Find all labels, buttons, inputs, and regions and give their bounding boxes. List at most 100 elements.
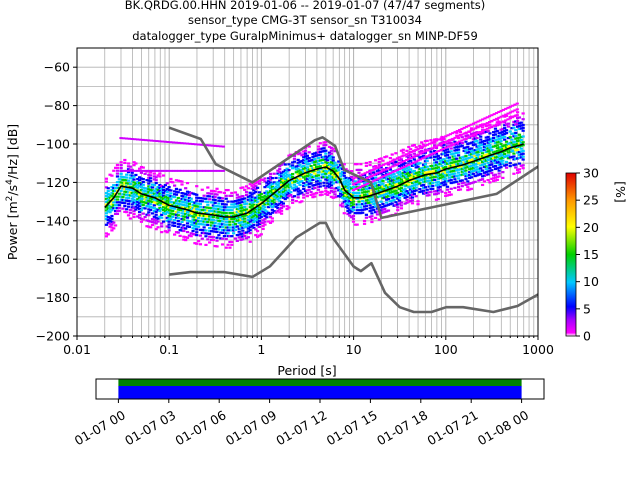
- psd-cell: [418, 176, 422, 179]
- psd-cell: [444, 154, 448, 157]
- psd-cell: [255, 201, 260, 204]
- psd-cell: [126, 199, 131, 203]
- psd-cell: [445, 159, 450, 162]
- psd-cell: [370, 180, 374, 183]
- psd-cell: [479, 147, 483, 150]
- psd-cell: [445, 142, 450, 145]
- psd-cell: [421, 155, 426, 158]
- psd-cell: [329, 155, 333, 158]
- psd-cell: [213, 210, 217, 213]
- psd-cell: [149, 171, 153, 174]
- timeline-tick-label: 01-08 00: [475, 407, 531, 448]
- psd-cell: [436, 154, 440, 157]
- psd-cell: [381, 168, 385, 171]
- psd-cell: [403, 193, 407, 197]
- psd-cell: [455, 143, 459, 146]
- psd-cell: [285, 190, 289, 193]
- psd-cell: [326, 182, 330, 185]
- psd-cell: [126, 162, 131, 165]
- psd-cell: [410, 199, 415, 202]
- psd-cell: [495, 144, 499, 147]
- psd-cell: [405, 190, 409, 193]
- psd-cell: [237, 207, 241, 210]
- psd-cell: [149, 177, 153, 180]
- psd-cell: [473, 134, 477, 137]
- psd-cell: [217, 196, 221, 199]
- psd-cell: [143, 195, 147, 198]
- psd-cell: [110, 191, 114, 195]
- psd-cell: [195, 199, 199, 202]
- psd-cell: [409, 153, 413, 157]
- psd-cell: [385, 192, 389, 196]
- psd-cell: [272, 204, 276, 207]
- psd-cell: [248, 217, 252, 220]
- psd-cell: [232, 229, 236, 232]
- psd-cell: [165, 208, 169, 211]
- psd-cell: [355, 203, 359, 206]
- psd-cell: [495, 147, 499, 150]
- psd-cell: [160, 225, 164, 228]
- psd-cell: [383, 184, 387, 188]
- psd-cell: [416, 171, 420, 174]
- psd-cell: [357, 194, 361, 197]
- psd-cell: [167, 214, 171, 218]
- psd-cell: [272, 181, 276, 184]
- psd-cell: [469, 129, 473, 132]
- psd-cell: [237, 210, 241, 213]
- psd-cell: [296, 181, 300, 185]
- psd-cell: [289, 193, 293, 197]
- psd-cell: [137, 216, 142, 219]
- psd-cell: [171, 201, 175, 204]
- psd-cell: [121, 207, 125, 210]
- psd-cell: [184, 204, 188, 207]
- psd-cell: [362, 173, 367, 176]
- psd-cell: [469, 176, 474, 179]
- psd-cell: [407, 177, 411, 180]
- psd-cell: [185, 213, 190, 216]
- psd-cell: [390, 185, 394, 188]
- psd-cell: [338, 192, 343, 195]
- psd-cell: [169, 206, 173, 209]
- psd-cell: [427, 185, 431, 188]
- psd-cell: [322, 175, 326, 179]
- psd-cell: [185, 222, 190, 225]
- psd-cell: [451, 172, 455, 176]
- psd-cell: [428, 148, 432, 151]
- psd-cell: [254, 213, 258, 217]
- psd-cell: [165, 216, 169, 219]
- psd-cell: [206, 238, 210, 241]
- psd-cell: [228, 214, 232, 218]
- psd-cell: [368, 201, 372, 204]
- psd-cell: [403, 182, 407, 185]
- psd-cell: [357, 209, 361, 212]
- psd-cell: [412, 181, 416, 184]
- psd-cell: [112, 198, 116, 201]
- psd-cell: [508, 147, 512, 150]
- psd-cell: [254, 208, 258, 211]
- psd-cell: [216, 145, 220, 148]
- psd-cell: [255, 180, 260, 184]
- psd-cell: [276, 195, 280, 198]
- psd-cell: [416, 180, 420, 183]
- psd-cell: [137, 196, 142, 199]
- psd-cell: [506, 148, 510, 151]
- psd-cell: [481, 124, 485, 127]
- psd-cell: [442, 178, 446, 181]
- psd-cell: [405, 195, 409, 199]
- psd-cell: [479, 158, 483, 161]
- psd-cell: [324, 187, 328, 190]
- psd-cell: [313, 195, 317, 198]
- psd-cell: [259, 178, 263, 181]
- psd-cell: [187, 205, 191, 208]
- psd-cell: [276, 198, 280, 201]
- psd-cell: [237, 201, 241, 205]
- psd-cell: [324, 178, 328, 181]
- psd-cell: [517, 142, 522, 145]
- psd-cell: [287, 206, 291, 209]
- psd-cell: [315, 183, 319, 186]
- psd-cell: [425, 139, 429, 142]
- psd-cell: [351, 220, 356, 223]
- psd-cell: [331, 147, 335, 150]
- psd-cell: [492, 118, 496, 121]
- psd-cell: [274, 185, 278, 188]
